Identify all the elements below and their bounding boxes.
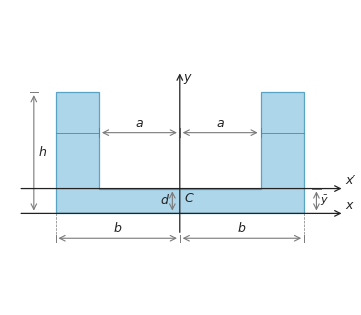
Text: h: h <box>38 146 46 159</box>
Polygon shape <box>56 92 304 213</box>
Text: x: x <box>345 199 353 212</box>
Text: b: b <box>238 222 246 235</box>
Text: C: C <box>185 192 193 205</box>
Text: x′: x′ <box>345 174 356 187</box>
Text: d: d <box>161 194 169 208</box>
Text: y: y <box>183 71 190 83</box>
Text: a: a <box>136 117 143 129</box>
Text: $\bar{y}$: $\bar{y}$ <box>320 194 329 208</box>
Text: a: a <box>216 117 224 129</box>
Text: b: b <box>114 222 122 235</box>
